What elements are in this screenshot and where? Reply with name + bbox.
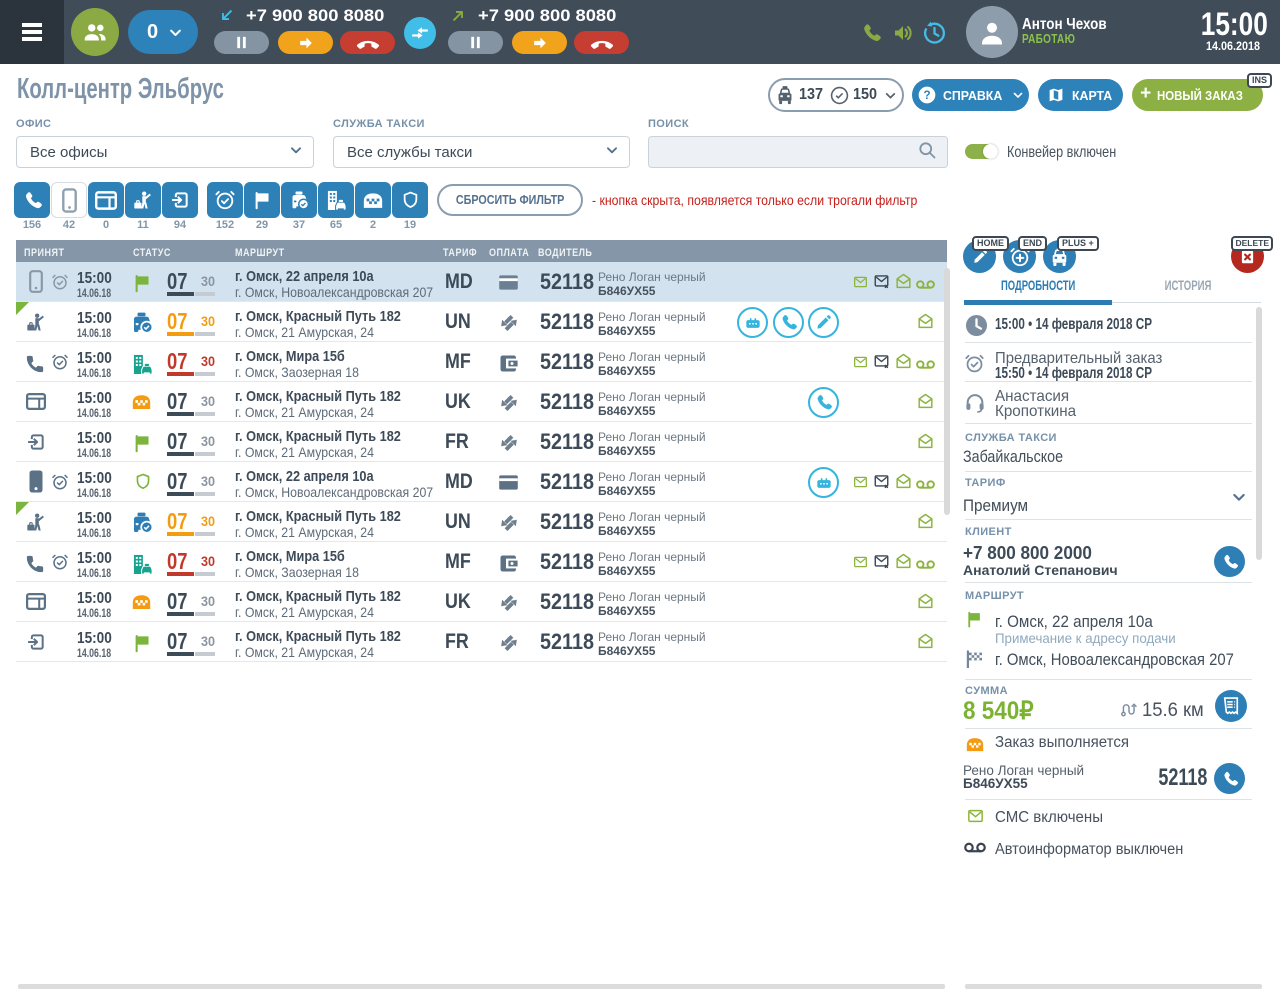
svg-text:?: ?	[924, 89, 931, 102]
